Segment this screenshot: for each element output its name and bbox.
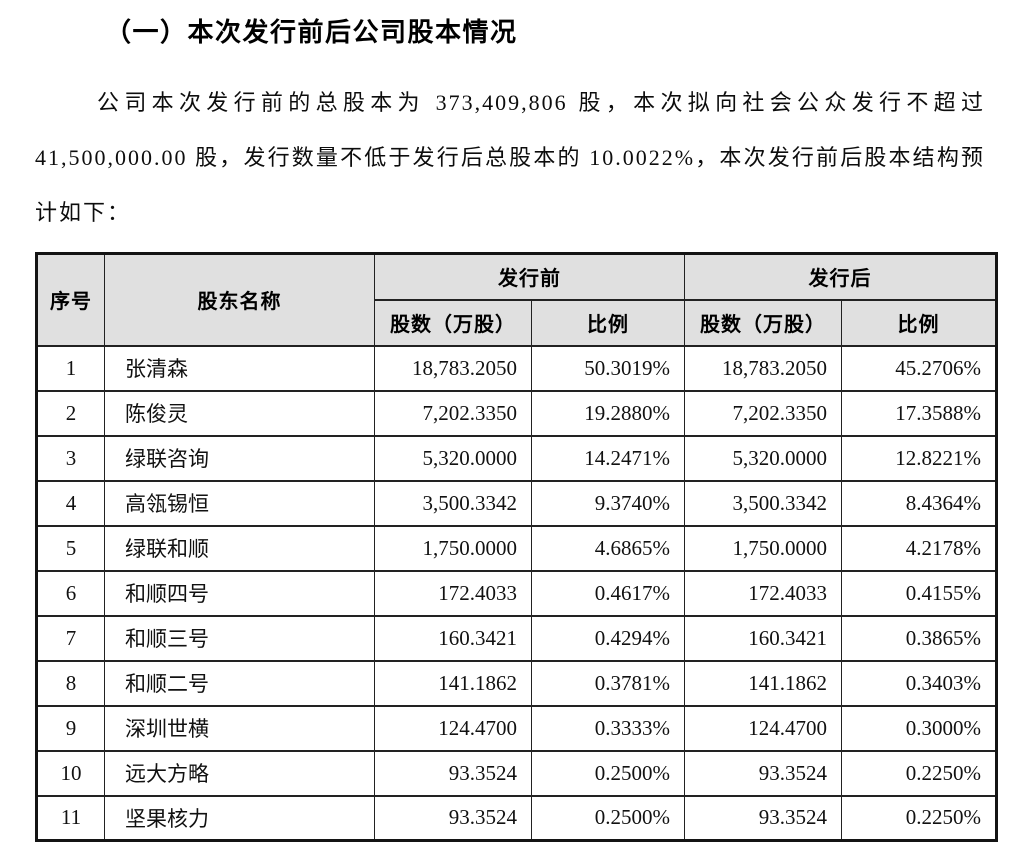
cell-post-ratio: 0.4155% <box>841 569 997 617</box>
cell-shareholder-name: 和顺二号 <box>104 659 375 707</box>
cell-shareholder-name: 陈俊灵 <box>104 389 375 437</box>
section-title: （一）本次发行前后公司股本情况 <box>105 17 518 47</box>
table-row: 4 高瓴锡恒 3,500.3342 9.3740% 3,500.3342 8.4364% <box>36 479 997 527</box>
cell-pre-shares: 7,202.3350 <box>374 389 532 437</box>
cell-post-ratio: 45.2706% <box>841 344 997 392</box>
cell-shareholder-name: 和顺三号 <box>104 614 375 662</box>
cell-pre-ratio: 0.4617% <box>531 569 685 617</box>
cell-index: 3 <box>36 434 105 482</box>
cell-pre-ratio: 4.6865% <box>531 524 685 572</box>
table-body: 1 张清森 18,783.2050 50.3019% 18,783.2050 45.270… <box>36 344 997 842</box>
cell-post-ratio: 0.3000% <box>841 704 997 752</box>
cell-post-shares: 93.3524 <box>684 794 842 842</box>
header-index: 序号 <box>36 252 105 347</box>
table-row: 3 绿联咨询 5,320.0000 14.2471% 5,320.0000 12.8221… <box>36 434 997 482</box>
cell-pre-shares: 124.4700 <box>374 704 532 752</box>
cell-index: 2 <box>36 389 105 437</box>
cell-pre-ratio: 50.3019% <box>531 344 685 392</box>
cell-pre-shares: 5,320.0000 <box>374 434 532 482</box>
cell-post-ratio: 17.3588% <box>841 389 997 437</box>
cell-index: 11 <box>36 794 105 842</box>
cell-index: 5 <box>36 524 105 572</box>
cell-shareholder-name: 绿联和顺 <box>104 524 375 572</box>
cell-post-ratio: 0.3403% <box>841 659 997 707</box>
cell-pre-ratio: 9.3740% <box>531 479 685 527</box>
table-row: 7 和顺三号 160.3421 0.4294% 160.3421 0.3865% <box>36 614 997 662</box>
cell-pre-ratio: 19.2880% <box>531 389 685 437</box>
cell-pre-ratio: 0.3781% <box>531 659 685 707</box>
cell-index: 10 <box>36 749 105 797</box>
cell-post-shares: 1,750.0000 <box>684 524 842 572</box>
cell-post-shares: 124.4700 <box>684 704 842 752</box>
cell-pre-ratio: 0.2500% <box>531 749 685 797</box>
header-post-shares: 股数（万股） <box>684 298 842 347</box>
cell-shareholder-name: 远大方略 <box>104 749 375 797</box>
cell-index: 7 <box>36 614 105 662</box>
cell-pre-shares: 3,500.3342 <box>374 479 532 527</box>
header-pre-ratio: 比例 <box>531 298 685 347</box>
table-row: 9 深圳世横 124.4700 0.3333% 124.4700 0.3000% <box>36 704 997 752</box>
header-pre-issue: 发行前 <box>374 252 685 301</box>
share-structure-table: 序号 股东名称 发行前 发行后 股数（万股） 比例 股数（万股） 比例 1 张清森… <box>35 252 998 842</box>
table-row: 11 坚果核力 93.3524 0.2500% 93.3524 0.2250% <box>36 794 997 842</box>
cell-post-shares: 18,783.2050 <box>684 344 842 392</box>
header-row-top: 序号 股东名称 发行前 发行后 <box>36 252 997 347</box>
cell-post-shares: 5,320.0000 <box>684 434 842 482</box>
cell-post-ratio: 12.8221% <box>841 434 997 482</box>
cell-post-ratio: 0.2250% <box>841 749 997 797</box>
cell-post-shares: 141.1862 <box>684 659 842 707</box>
cell-post-ratio: 0.3865% <box>841 614 997 662</box>
table-row: 1 张清森 18,783.2050 50.3019% 18,783.2050 45.270… <box>36 344 997 392</box>
header-post-ratio: 比例 <box>841 298 997 347</box>
header-post-issue: 发行后 <box>684 252 997 301</box>
table-row: 5 绿联和顺 1,750.0000 4.6865% 1,750.0000 4.2178% <box>36 524 997 572</box>
table-row: 6 和顺四号 172.4033 0.4617% 172.4033 0.4155% <box>36 569 997 617</box>
table-header: 序号 股东名称 发行前 发行后 股数（万股） 比例 股数（万股） 比例 <box>36 252 997 347</box>
cell-shareholder-name: 深圳世横 <box>104 704 375 752</box>
cell-post-ratio: 0.2250% <box>841 794 997 842</box>
table-row: 10 远大方略 93.3524 0.2500% 93.3524 0.2250% <box>36 749 997 797</box>
header-row-sub: 股数（万股） 比例 股数（万股） 比例 <box>37 298 997 347</box>
cell-pre-ratio: 0.2500% <box>531 794 685 842</box>
intro-paragraph: 公司本次发行前的总股本为 373,409,806 股，本次拟向社会公众发行不超过… <box>35 90 985 225</box>
cell-shareholder-name: 张清森 <box>104 344 375 392</box>
cell-index: 1 <box>36 344 105 392</box>
cell-pre-shares: 160.3421 <box>374 614 532 662</box>
cell-shareholder-name: 和顺四号 <box>104 569 375 617</box>
cell-shareholder-name: 坚果核力 <box>104 794 375 842</box>
cell-shareholder-name: 绿联咨询 <box>104 434 375 482</box>
cell-post-shares: 172.4033 <box>684 569 842 617</box>
cell-pre-shares: 18,783.2050 <box>374 344 532 392</box>
header-pre-shares: 股数（万股） <box>374 298 532 347</box>
cell-index: 9 <box>36 704 105 752</box>
cell-post-shares: 7,202.3350 <box>684 389 842 437</box>
cell-shareholder-name: 高瓴锡恒 <box>104 479 375 527</box>
cell-post-shares: 93.3524 <box>684 749 842 797</box>
cell-index: 4 <box>36 479 105 527</box>
cell-post-ratio: 4.2178% <box>841 524 997 572</box>
cell-pre-ratio: 14.2471% <box>531 434 685 482</box>
cell-pre-shares: 172.4033 <box>374 569 532 617</box>
cell-pre-ratio: 0.3333% <box>531 704 685 752</box>
table-row: 2 陈俊灵 7,202.3350 19.2880% 7,202.3350 17.3588% <box>36 389 997 437</box>
cell-pre-shares: 1,750.0000 <box>374 524 532 572</box>
cell-post-shares: 3,500.3342 <box>684 479 842 527</box>
cell-pre-shares: 141.1862 <box>374 659 532 707</box>
cell-index: 6 <box>36 569 105 617</box>
header-shareholder-name: 股东名称 <box>104 252 375 347</box>
cell-post-shares: 160.3421 <box>684 614 842 662</box>
table-row: 8 和顺二号 141.1862 0.3781% 141.1862 0.3403% <box>36 659 997 707</box>
cell-pre-shares: 93.3524 <box>374 749 532 797</box>
cell-post-ratio: 8.4364% <box>841 479 997 527</box>
cell-pre-shares: 93.3524 <box>374 794 532 842</box>
cell-pre-ratio: 0.4294% <box>531 614 685 662</box>
cell-index: 8 <box>36 659 105 707</box>
